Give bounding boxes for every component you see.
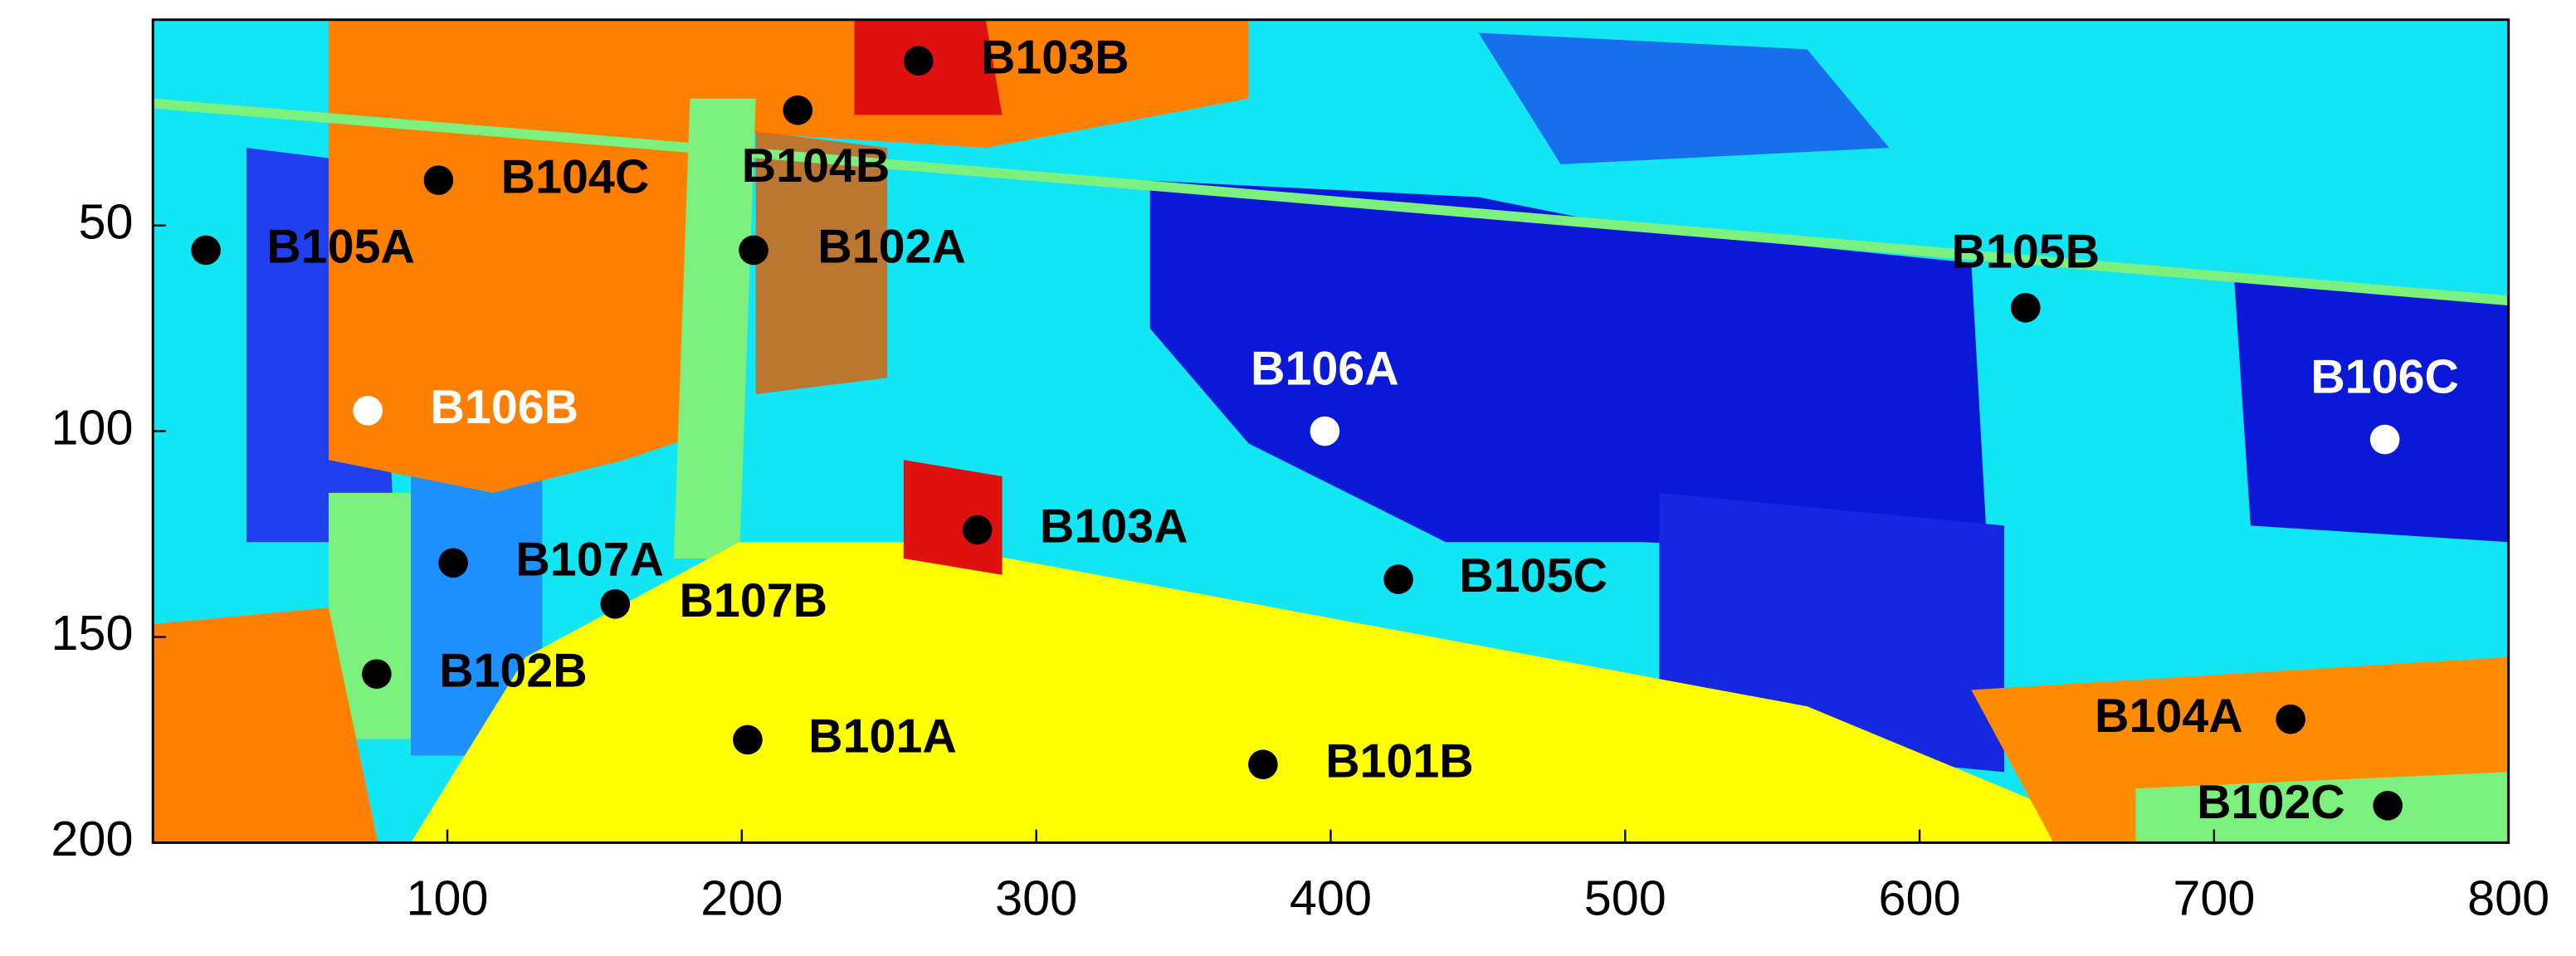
point (1248, 749, 1278, 780)
point (191, 235, 221, 266)
y-tick-label: 200 (51, 811, 133, 866)
x-tick-label: 200 (700, 870, 783, 925)
point (2373, 790, 2403, 821)
point (2276, 704, 2305, 734)
point (733, 724, 763, 755)
point-label: B102B (439, 644, 588, 697)
point-label: B105A (266, 221, 415, 274)
point (962, 515, 993, 545)
point (600, 589, 631, 619)
point-label: B104C (501, 150, 650, 203)
point (1383, 564, 1413, 594)
point (423, 165, 454, 195)
point (353, 395, 383, 426)
y-tick-label: 150 (51, 605, 133, 661)
point-label: B102C (2197, 776, 2345, 829)
point-label: B107B (679, 574, 827, 627)
point-label: B105C (1459, 549, 1608, 602)
y-tick-label: 50 (78, 193, 133, 249)
point (1310, 416, 1340, 446)
x-tick-label: 400 (1290, 870, 1372, 925)
point-label: B101A (808, 710, 957, 763)
point (438, 548, 468, 578)
point-label: B104A (2095, 690, 2243, 743)
x-tick-label: 700 (2173, 870, 2255, 925)
point (2010, 293, 2041, 323)
point-label: B106A (1251, 342, 1399, 395)
point-label: B103B (981, 31, 1129, 84)
point (739, 235, 768, 266)
point-label: B104B (742, 139, 890, 193)
x-tick-label: 600 (1879, 870, 1961, 925)
x-tick-label: 100 (407, 870, 489, 925)
point-label: B106B (430, 381, 578, 434)
x-tick-label: 800 (2467, 870, 2549, 925)
point-label: B107A (515, 533, 664, 586)
point (362, 659, 392, 689)
point-label: B106C (2310, 350, 2459, 403)
point-label: B102A (817, 221, 966, 274)
point (903, 46, 934, 76)
point-label: B103A (1040, 500, 1188, 554)
x-tick-label: 300 (995, 870, 1077, 925)
point (2369, 424, 2400, 455)
x-tick-label: 500 (1584, 870, 1666, 925)
point-label: B101B (1325, 734, 1474, 788)
point-label: B105B (1951, 226, 2100, 279)
point (783, 95, 813, 125)
y-tick-label: 100 (51, 399, 133, 455)
